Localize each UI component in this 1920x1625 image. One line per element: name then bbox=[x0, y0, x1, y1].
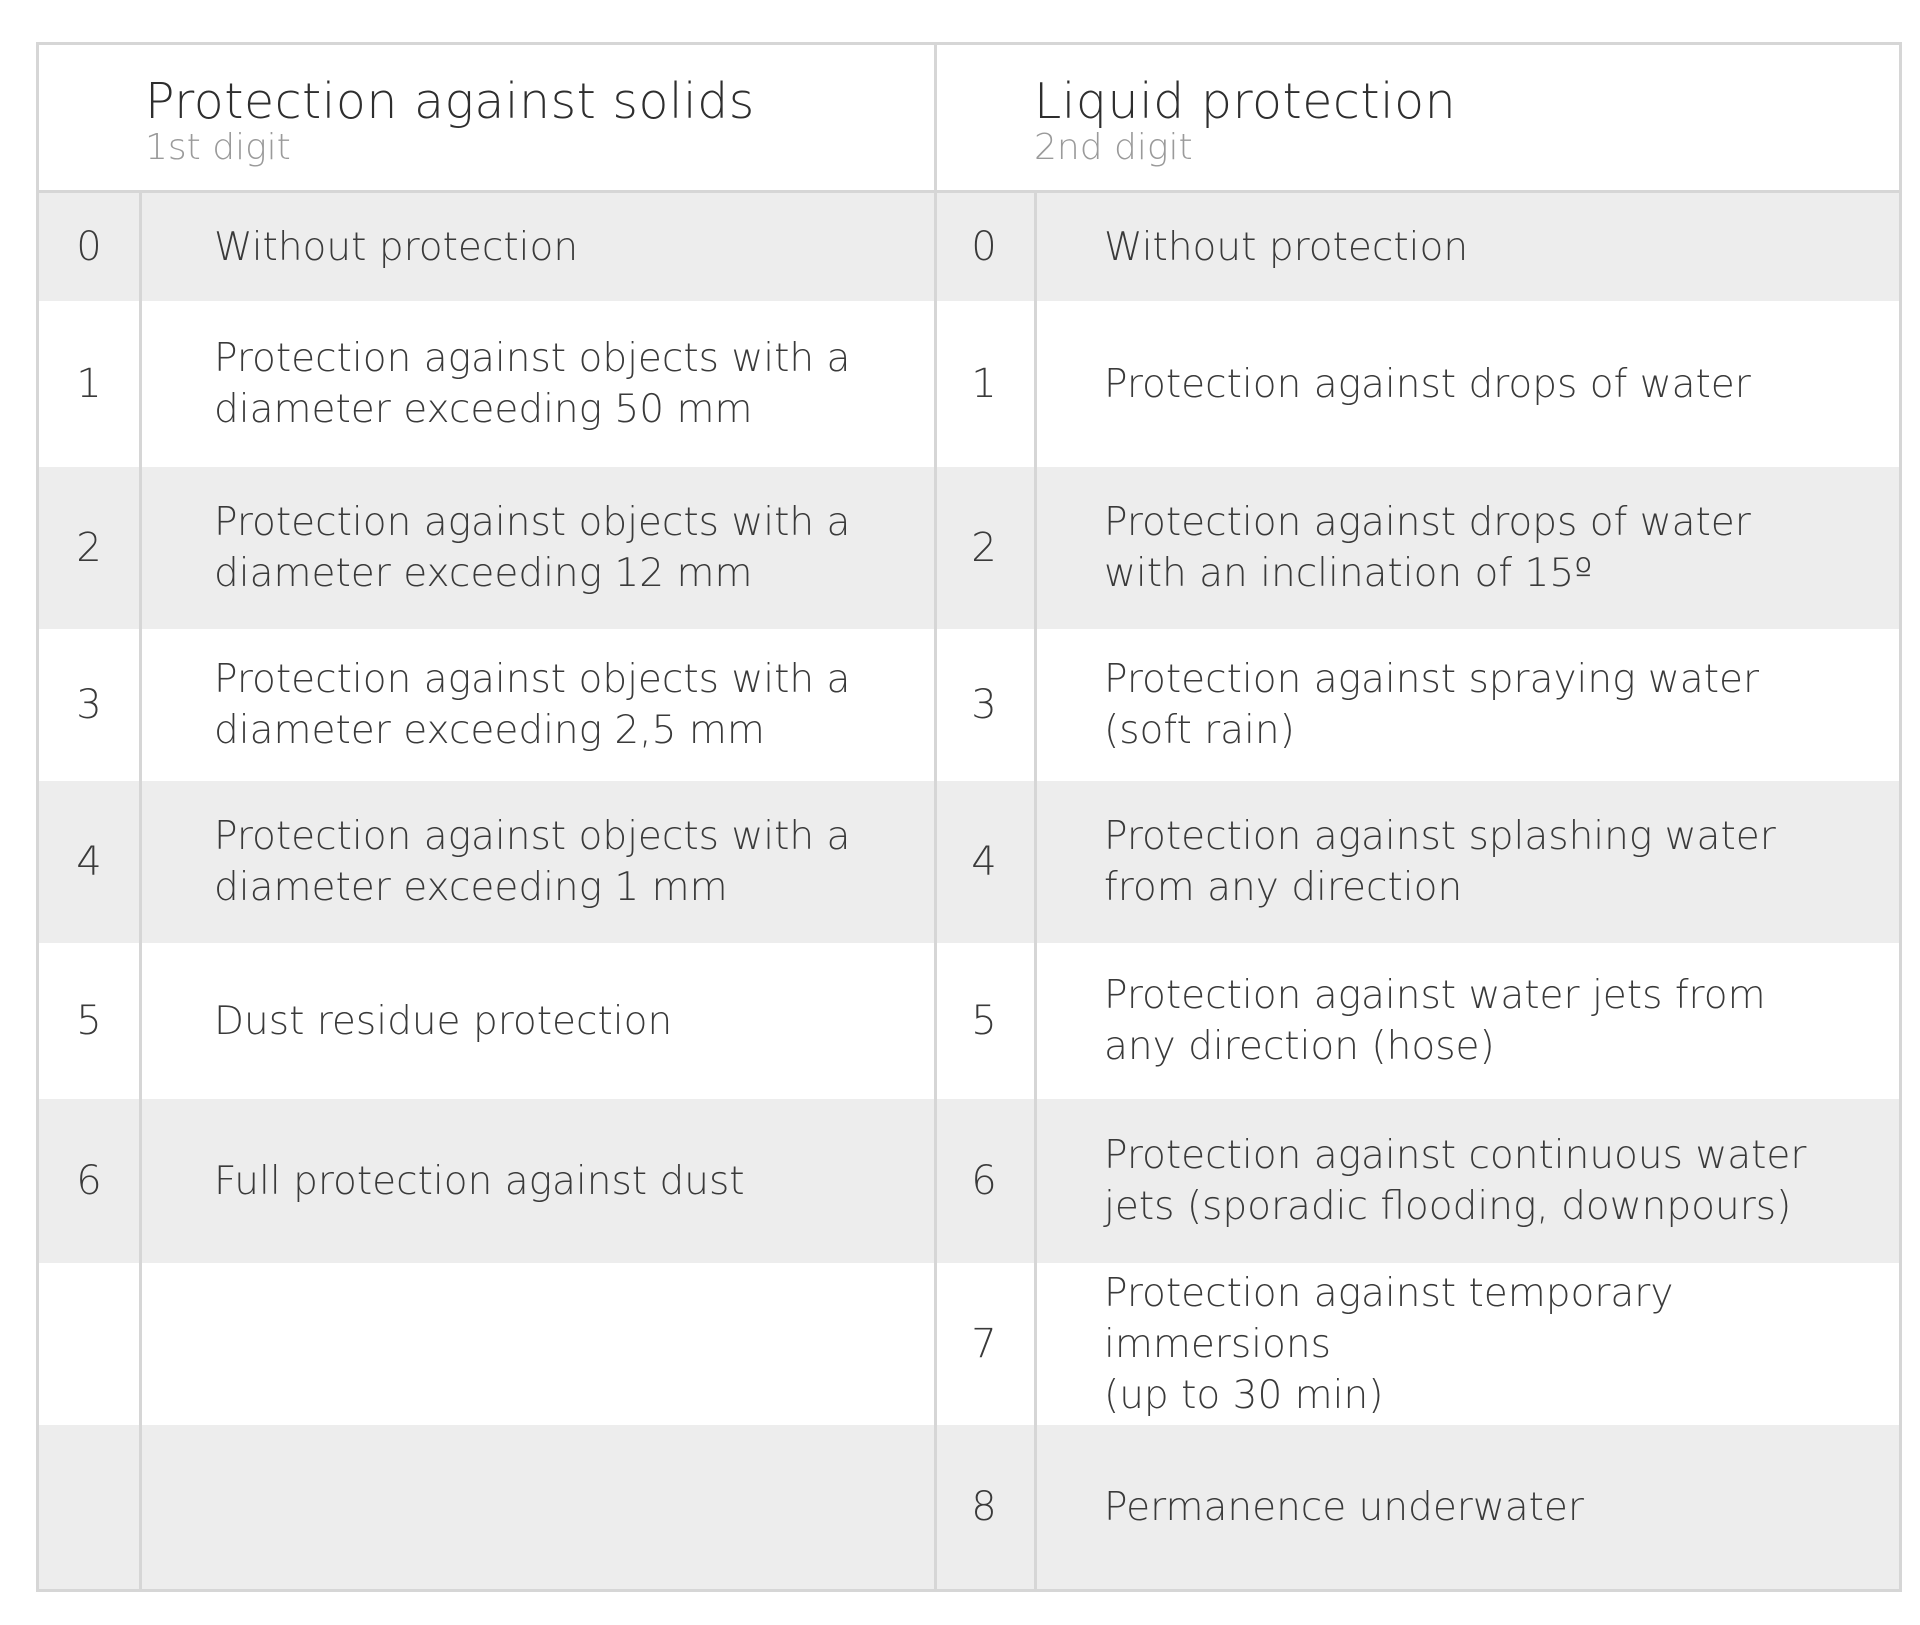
table-row: 5 Dust residue protection 5 Protection a… bbox=[39, 943, 1899, 1099]
liquid-description: Protection against water jets from any d… bbox=[1104, 973, 1766, 1069]
solid-description: Protection against objects with a diamet… bbox=[214, 657, 851, 753]
column-divider bbox=[934, 45, 937, 1589]
solids-title: Protection against solids bbox=[145, 73, 755, 130]
solid-digit: 6 bbox=[76, 1158, 102, 1204]
liquid-digit: 7 bbox=[971, 1321, 997, 1367]
solid-description bbox=[214, 1263, 934, 1425]
liquid-digit: 3 bbox=[971, 682, 997, 728]
column-divider bbox=[139, 193, 142, 1589]
liquid-digit: 1 bbox=[971, 361, 997, 407]
solid-description bbox=[214, 1425, 934, 1589]
solid-digit: 4 bbox=[76, 839, 102, 885]
solid-description: Protection against objects with a diamet… bbox=[214, 336, 851, 432]
liquid-digit: 5 bbox=[971, 998, 997, 1044]
liquid-description: Protection against continuous water jets… bbox=[1104, 1133, 1807, 1229]
solid-description: Without protection bbox=[214, 224, 579, 270]
solid-digit: 2 bbox=[76, 525, 102, 571]
solid-digit: 1 bbox=[76, 361, 102, 407]
ip-rating-table: Protection against solids 1st digit Liqu… bbox=[36, 42, 1902, 1592]
liquid-description: Protection against spraying water (soft … bbox=[1104, 657, 1760, 753]
liquid-digit: 4 bbox=[971, 839, 997, 885]
solid-digit bbox=[39, 1263, 139, 1425]
liquid-digit: 2 bbox=[971, 525, 997, 571]
table-row: 4 Protection against objects with a diam… bbox=[39, 781, 1899, 943]
liquid-description: Protection against drops of water bbox=[1104, 361, 1751, 407]
table-row: 2 Protection against objects with a diam… bbox=[39, 467, 1899, 629]
solids-subtitle: 1st digit bbox=[145, 127, 291, 168]
table-row: 7 Protection against temporary immersion… bbox=[39, 1263, 1899, 1425]
liquid-description: Protection against temporary immersions … bbox=[1104, 1270, 1674, 1418]
column-divider bbox=[1034, 193, 1037, 1589]
liquid-description: Permanence underwater bbox=[1104, 1484, 1584, 1530]
liquid-digit: 0 bbox=[971, 224, 997, 270]
table-row: 3 Protection against objects with a diam… bbox=[39, 629, 1899, 781]
solid-description: Dust residue protection bbox=[214, 998, 673, 1044]
table-row: 1 Protection against objects with a diam… bbox=[39, 301, 1899, 467]
liquid-description: Protection against drops of water with a… bbox=[1104, 500, 1751, 596]
table-row: 8 Permanence underwater bbox=[39, 1425, 1899, 1589]
solid-digit bbox=[39, 1425, 139, 1589]
solid-description: Protection against objects with a diamet… bbox=[214, 500, 851, 596]
liquid-digit: 6 bbox=[971, 1158, 997, 1204]
solids-header: Protection against solids 1st digit bbox=[39, 45, 934, 193]
liquid-description: Without protection bbox=[1104, 224, 1469, 270]
liquid-description: Protection against splashing water from … bbox=[1104, 814, 1776, 910]
liquids-header: Liquid protection 2nd digit bbox=[934, 45, 1899, 193]
solid-digit: 0 bbox=[76, 224, 102, 270]
liquid-digit: 8 bbox=[971, 1484, 997, 1530]
solid-digit: 3 bbox=[76, 682, 102, 728]
liquids-title: Liquid protection bbox=[1034, 73, 1457, 130]
solid-description: Protection against objects with a diamet… bbox=[214, 814, 851, 910]
table-row: 0 Without protection 0 Without protectio… bbox=[39, 193, 1899, 301]
liquids-subtitle: 2nd digit bbox=[1034, 127, 1193, 168]
solid-description: Full protection against dust bbox=[214, 1158, 745, 1204]
solid-digit: 5 bbox=[76, 998, 102, 1044]
table-row: 6 Full protection against dust 6 Protect… bbox=[39, 1099, 1899, 1263]
